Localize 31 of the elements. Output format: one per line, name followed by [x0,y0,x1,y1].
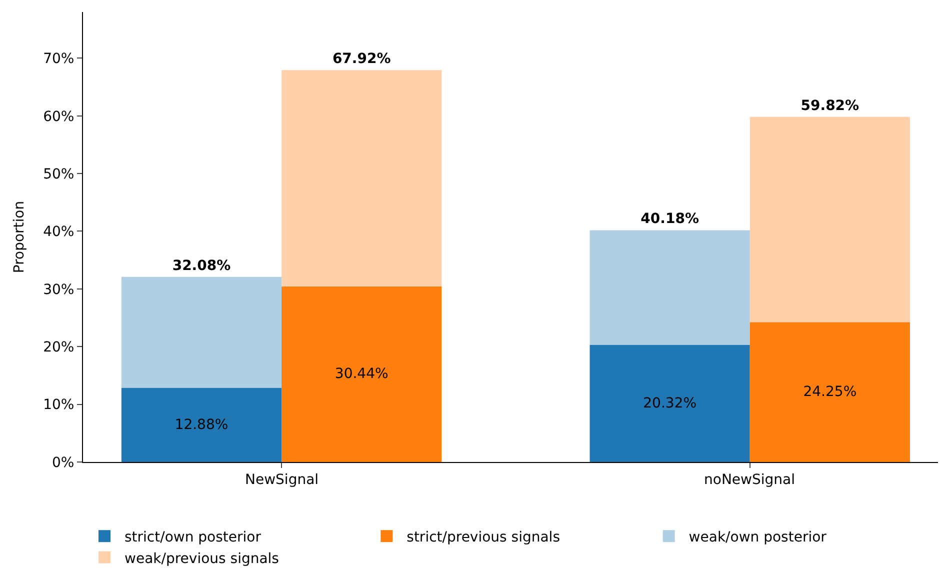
y-tick-label: 20% [43,340,74,356]
y-tick-label: 60% [43,108,74,125]
bar [282,286,442,462]
data-label: 12.88% [174,416,228,433]
legend-label: weak/previous signals [124,550,279,567]
y-tick-label: 0% [52,454,74,471]
y-axis-title: Proportion [12,200,28,274]
total-label: 32.08% [172,258,231,274]
bar [121,388,282,462]
y-tick-label: 10% [43,397,74,414]
text: NewSignal [245,472,319,488]
text: noNewSignal [704,472,795,488]
bar [750,322,910,462]
y-tick-label: 70% [43,51,74,68]
bar [282,70,442,286]
y-tick-label: 30% [43,282,74,298]
bar [121,276,282,388]
y-tick-label: 40% [43,224,74,240]
total-label: 67.92% [332,51,391,68]
bar [750,116,910,322]
legend-label: weak/own posterior [688,530,827,546]
y-tick-label: 50% [43,166,74,182]
total-label: 40.18% [640,211,699,228]
data-label: 20.32% [643,395,697,412]
data-label: 24.25% [803,384,857,400]
legend-label: strict/previous signals [406,530,560,546]
bar [590,230,750,345]
bar [590,344,750,462]
data-label: 30.44% [334,366,388,382]
total-label: 59.82% [800,98,860,114]
legend-label: strict/own posterior [124,530,262,546]
